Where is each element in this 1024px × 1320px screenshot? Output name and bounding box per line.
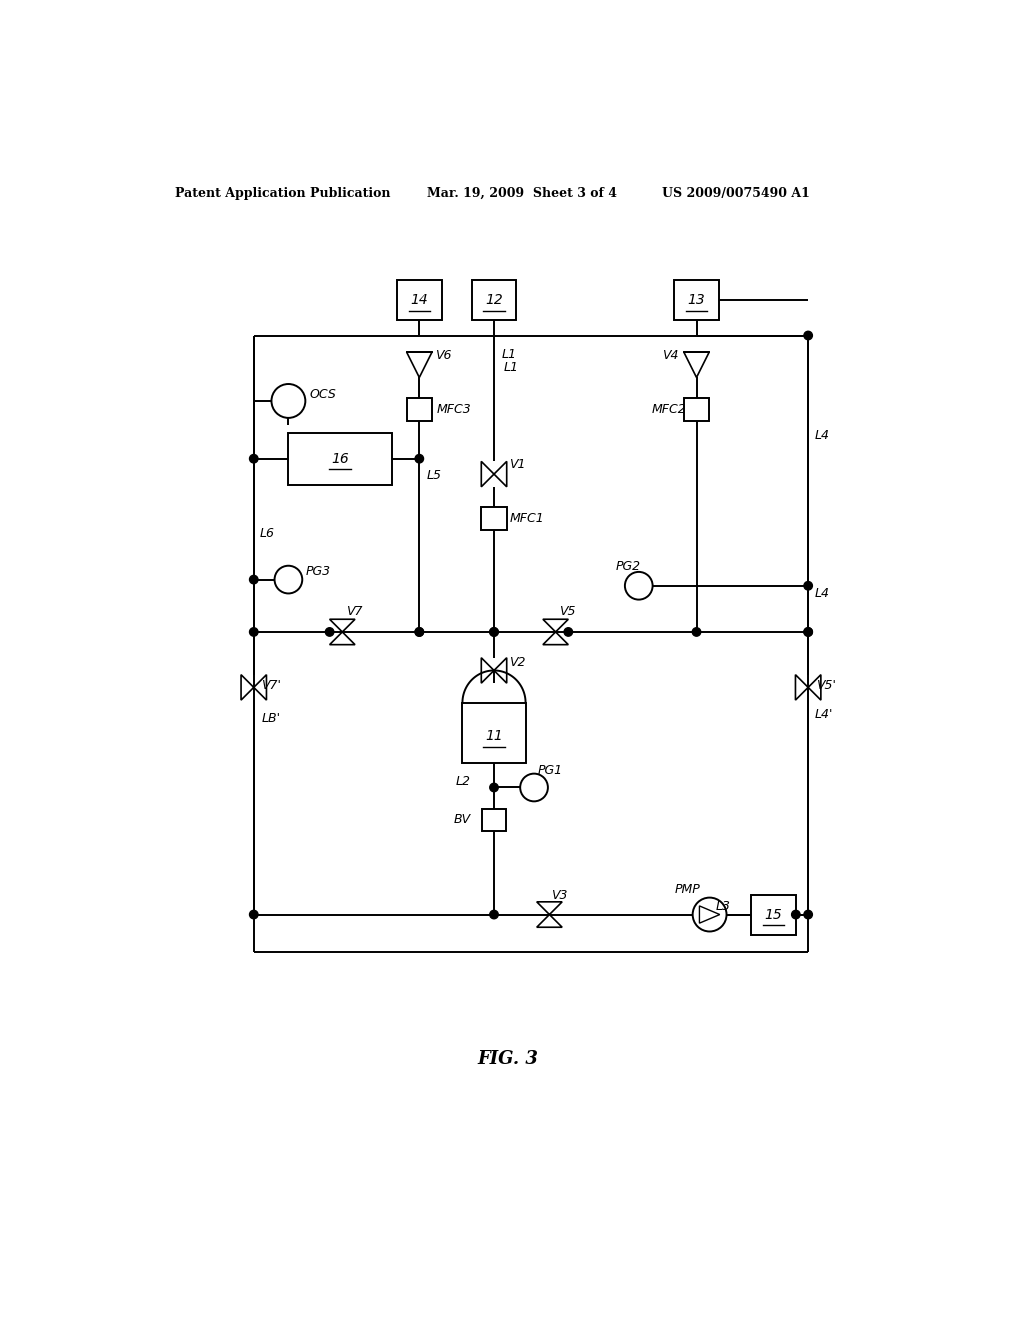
Polygon shape: [699, 906, 720, 923]
Text: L3: L3: [716, 900, 731, 913]
Circle shape: [520, 774, 548, 801]
Circle shape: [250, 576, 258, 583]
Circle shape: [804, 628, 812, 636]
Polygon shape: [330, 619, 355, 632]
Bar: [407, 397, 432, 421]
Text: Patent Application Publication: Patent Application Publication: [175, 186, 391, 199]
Polygon shape: [537, 902, 562, 915]
Circle shape: [625, 572, 652, 599]
Text: BV: BV: [454, 813, 471, 826]
Circle shape: [692, 898, 727, 932]
Circle shape: [804, 911, 812, 919]
Circle shape: [415, 628, 424, 636]
Circle shape: [489, 783, 499, 792]
Text: MFC3: MFC3: [436, 403, 471, 416]
Text: 16: 16: [331, 451, 349, 466]
Polygon shape: [543, 632, 568, 644]
Circle shape: [692, 628, 700, 636]
Circle shape: [792, 911, 800, 919]
Text: V5: V5: [559, 605, 575, 618]
Polygon shape: [330, 632, 355, 644]
Text: V7: V7: [346, 605, 362, 618]
Circle shape: [489, 628, 499, 636]
Polygon shape: [254, 675, 266, 700]
Text: 14: 14: [411, 293, 428, 308]
Circle shape: [564, 628, 572, 636]
Text: L1: L1: [503, 362, 518, 375]
Text: MFC1: MFC1: [509, 512, 544, 525]
Polygon shape: [684, 352, 710, 378]
Text: LB': LB': [261, 711, 281, 725]
Text: FIG. 3: FIG. 3: [477, 1051, 539, 1068]
Text: 12: 12: [485, 293, 503, 308]
Text: V2: V2: [509, 656, 526, 669]
Bar: [472, 280, 516, 321]
Circle shape: [250, 628, 258, 636]
Polygon shape: [543, 619, 568, 632]
Polygon shape: [481, 657, 494, 684]
Text: V5': V5': [816, 680, 836, 693]
Text: Mar. 19, 2009  Sheet 3 of 4: Mar. 19, 2009 Sheet 3 of 4: [427, 186, 617, 199]
Text: 11: 11: [485, 729, 503, 743]
Bar: [752, 895, 796, 935]
Text: L2: L2: [456, 775, 470, 788]
Circle shape: [274, 566, 302, 594]
Circle shape: [415, 628, 424, 636]
Text: PG2: PG2: [615, 560, 641, 573]
Polygon shape: [481, 462, 494, 487]
Polygon shape: [808, 675, 821, 700]
Text: 15: 15: [765, 908, 782, 921]
Text: PMP: PMP: [675, 883, 700, 896]
Text: V3: V3: [551, 888, 567, 902]
Bar: [674, 280, 719, 321]
Polygon shape: [241, 675, 254, 700]
Circle shape: [804, 331, 812, 339]
Text: L1: L1: [502, 348, 517, 362]
Text: PG1: PG1: [538, 764, 563, 777]
Text: L5: L5: [427, 469, 442, 482]
Text: 13: 13: [688, 293, 706, 308]
Text: V6: V6: [435, 348, 452, 362]
Text: OCS: OCS: [309, 388, 336, 401]
Circle shape: [326, 628, 334, 636]
Text: L6: L6: [260, 527, 274, 540]
Polygon shape: [494, 657, 507, 684]
Polygon shape: [407, 352, 432, 378]
Text: US 2009/0075490 A1: US 2009/0075490 A1: [662, 186, 810, 199]
Bar: [288, 433, 392, 484]
Bar: [463, 702, 525, 763]
Text: V4: V4: [662, 348, 678, 362]
Text: L4: L4: [814, 429, 829, 442]
Bar: [397, 280, 441, 321]
Circle shape: [804, 628, 812, 636]
Text: V7': V7': [261, 680, 282, 693]
Circle shape: [489, 628, 499, 636]
Polygon shape: [537, 915, 562, 927]
Text: PG3: PG3: [305, 565, 331, 578]
Polygon shape: [796, 675, 808, 700]
Circle shape: [250, 454, 258, 463]
Circle shape: [250, 911, 258, 919]
Text: V1: V1: [509, 458, 526, 471]
Circle shape: [271, 384, 305, 418]
Text: MFC2: MFC2: [652, 403, 687, 416]
Text: L4': L4': [814, 708, 833, 721]
Circle shape: [489, 911, 499, 919]
Bar: [481, 507, 507, 531]
Circle shape: [804, 582, 812, 590]
Bar: [684, 397, 710, 421]
Polygon shape: [494, 462, 507, 487]
Text: L4: L4: [814, 587, 829, 601]
Circle shape: [415, 454, 424, 463]
Bar: [482, 809, 506, 830]
